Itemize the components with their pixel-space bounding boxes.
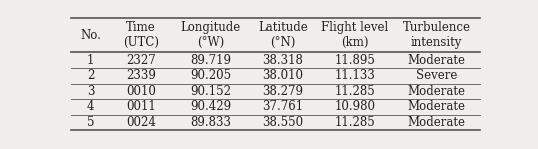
Text: 2339: 2339 <box>126 69 156 82</box>
Text: 38.279: 38.279 <box>263 85 303 98</box>
Text: Flight level
(km): Flight level (km) <box>321 21 388 49</box>
Text: Moderate: Moderate <box>408 100 466 113</box>
Text: 11.285: 11.285 <box>335 116 376 129</box>
Text: 90.152: 90.152 <box>190 85 231 98</box>
Text: 2327: 2327 <box>126 54 156 67</box>
Text: 11.133: 11.133 <box>335 69 376 82</box>
Text: 11.285: 11.285 <box>335 85 376 98</box>
Text: 90.205: 90.205 <box>190 69 231 82</box>
Text: 1: 1 <box>87 54 94 67</box>
Text: 4: 4 <box>87 100 94 113</box>
Text: 90.429: 90.429 <box>190 100 231 113</box>
Text: Moderate: Moderate <box>408 116 466 129</box>
Text: Moderate: Moderate <box>408 85 466 98</box>
Text: 11.895: 11.895 <box>335 54 376 67</box>
Text: 0010: 0010 <box>126 85 156 98</box>
Text: 89.833: 89.833 <box>190 116 231 129</box>
Text: Latitude
(°N): Latitude (°N) <box>258 21 308 49</box>
Text: 3: 3 <box>87 85 94 98</box>
Text: Severe: Severe <box>416 69 457 82</box>
Text: 10.980: 10.980 <box>335 100 376 113</box>
Text: 2: 2 <box>87 69 94 82</box>
Text: 89.719: 89.719 <box>190 54 231 67</box>
Text: Longitude
(°W): Longitude (°W) <box>181 21 241 49</box>
Text: 38.318: 38.318 <box>263 54 303 67</box>
Text: No.: No. <box>80 29 101 42</box>
Text: 38.010: 38.010 <box>263 69 303 82</box>
Text: 5: 5 <box>87 116 94 129</box>
Text: Turbulence
intensity: Turbulence intensity <box>403 21 471 49</box>
Text: Time
(UTC): Time (UTC) <box>123 21 159 49</box>
Text: Moderate: Moderate <box>408 54 466 67</box>
Text: 38.550: 38.550 <box>263 116 303 129</box>
Text: 0024: 0024 <box>126 116 156 129</box>
Text: 37.761: 37.761 <box>263 100 303 113</box>
Text: 0011: 0011 <box>126 100 156 113</box>
